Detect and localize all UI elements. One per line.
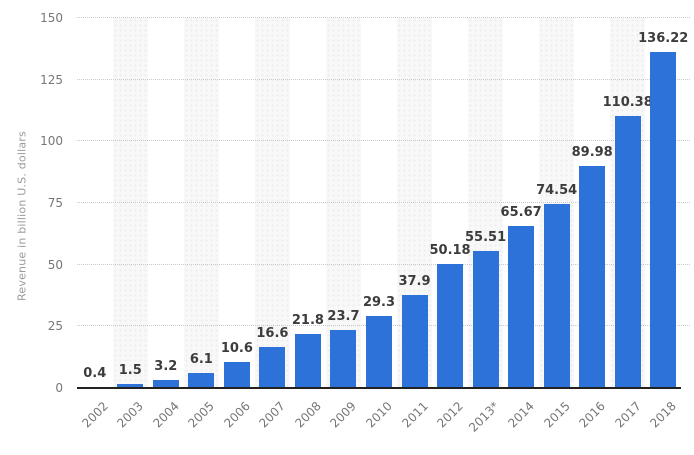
bar-2014[interactable] <box>508 226 535 388</box>
bar-2008[interactable] <box>294 334 321 388</box>
bar-2011[interactable] <box>401 295 428 388</box>
bar-value-label-2005: 6.1 <box>189 352 213 367</box>
bar-2005[interactable] <box>188 373 215 388</box>
y-axis-title: Revenue in billion U.S. dollars <box>15 131 29 301</box>
bar-2010[interactable] <box>366 316 392 388</box>
bar-2012[interactable] <box>437 264 464 388</box>
bar-value-label-2016: 89.98 <box>571 145 613 160</box>
y-axis-tick-label-75: 75 <box>47 196 63 210</box>
y-axis-tick-label-100: 100 <box>40 134 63 149</box>
gridline-50 <box>77 263 690 265</box>
bar-value-label-2017: 110.38 <box>602 95 653 110</box>
bar-2007[interactable] <box>259 347 286 388</box>
column-band-2009 <box>325 18 362 388</box>
column-band-2003 <box>112 18 149 388</box>
gridline-100 <box>77 140 690 142</box>
bar-2017[interactable] <box>614 116 641 388</box>
column-band-2007 <box>254 18 291 388</box>
bar-value-label-2004: 3.2 <box>154 359 178 374</box>
y-axis-tick-label-0: 0 <box>55 381 63 395</box>
gridline-75 <box>77 202 690 203</box>
bar-2018[interactable] <box>650 52 677 388</box>
x-axis-line <box>77 387 681 389</box>
column-band-2005 <box>183 18 220 388</box>
bar-value-label-2006: 10.6 <box>220 341 253 356</box>
bar-2013*[interactable] <box>472 251 499 388</box>
bar-value-label-2010: 29.3 <box>362 295 396 310</box>
bar-value-label-2009: 23.7 <box>327 309 360 324</box>
bar-value-label-2007: 16.6 <box>256 326 289 341</box>
gridline-125 <box>77 78 690 80</box>
bar-2016[interactable] <box>579 166 606 388</box>
bar-value-label-2012: 50.18 <box>429 243 471 258</box>
y-axis-tick-label-125: 125 <box>40 72 63 87</box>
bar-value-label-2008: 21.8 <box>291 313 324 328</box>
bar-2003[interactable] <box>117 384 144 388</box>
bar-value-label-2011: 37.9 <box>398 274 431 289</box>
y-axis-tick-label-150: 150 <box>40 11 63 25</box>
bar-2004[interactable] <box>152 380 179 388</box>
bar-value-label-2018: 136.22 <box>638 31 689 46</box>
bar-2006[interactable] <box>223 362 250 388</box>
gridline-150 <box>77 17 690 18</box>
bar-value-label-2015: 74.54 <box>536 183 578 198</box>
bar-value-label-2014: 65.67 <box>500 205 542 220</box>
bar-value-label-2013*: 55.51 <box>465 230 507 245</box>
bar-value-label-2003: 1.5 <box>118 363 142 378</box>
bar-2009[interactable] <box>330 330 357 388</box>
bar-value-label-2002: 0.4 <box>83 366 107 381</box>
y-axis-tick-label-50: 50 <box>47 257 63 272</box>
bar-2015[interactable] <box>543 204 570 388</box>
y-axis-tick-label-25: 25 <box>47 319 63 334</box>
